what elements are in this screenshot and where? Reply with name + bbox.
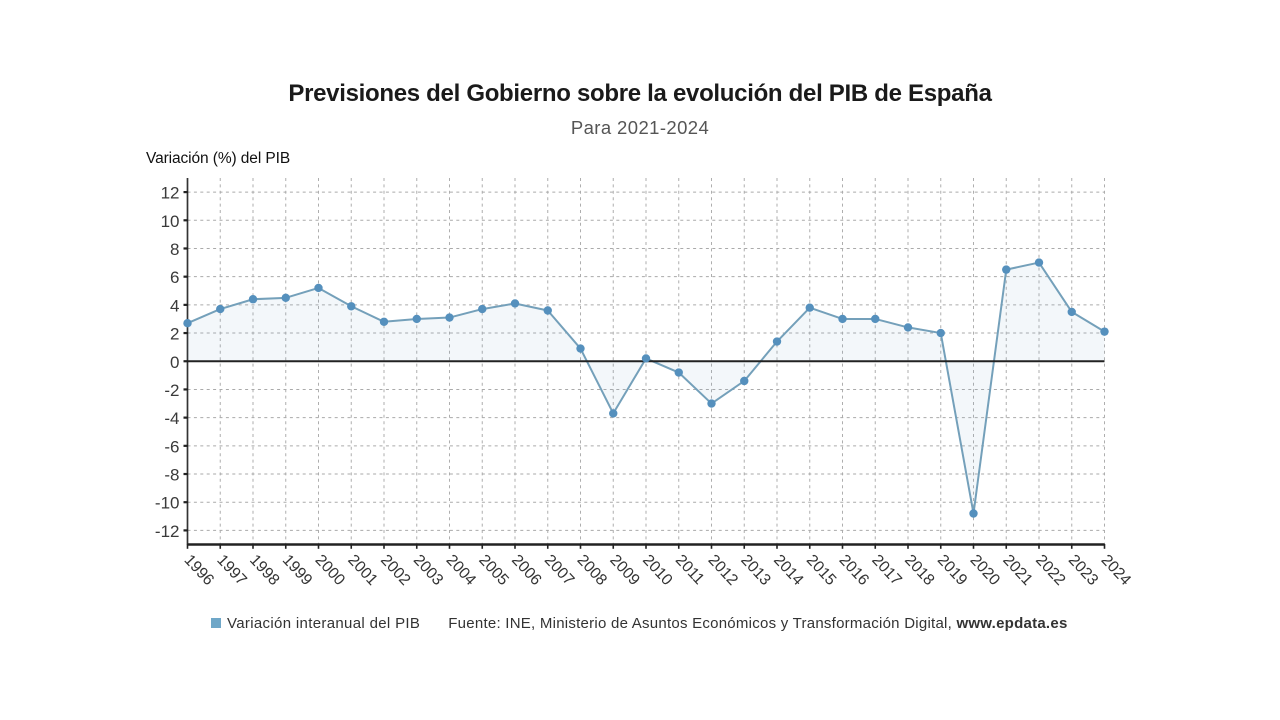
svg-text:2006: 2006 <box>508 552 545 589</box>
svg-text:2015: 2015 <box>803 552 840 589</box>
svg-text:2023: 2023 <box>1065 552 1102 589</box>
svg-text:2007: 2007 <box>541 552 577 589</box>
svg-text:1997: 1997 <box>213 552 249 589</box>
svg-text:2018: 2018 <box>901 552 938 589</box>
svg-text:10: 10 <box>161 212 180 231</box>
svg-text:2001: 2001 <box>344 552 381 589</box>
svg-text:-4: -4 <box>164 409 179 428</box>
svg-text:2003: 2003 <box>410 552 447 589</box>
svg-text:2020: 2020 <box>967 552 1004 589</box>
svg-text:2008: 2008 <box>574 552 611 589</box>
svg-text:2022: 2022 <box>1032 552 1068 589</box>
svg-text:-10: -10 <box>155 494 180 513</box>
svg-text:12: 12 <box>161 184 180 203</box>
svg-text:8: 8 <box>170 240 179 259</box>
svg-text:2024: 2024 <box>1098 552 1135 589</box>
svg-text:2005: 2005 <box>475 552 512 589</box>
svg-text:6: 6 <box>170 268 179 287</box>
svg-text:2021: 2021 <box>999 552 1036 589</box>
svg-text:2011: 2011 <box>672 552 708 589</box>
svg-text:2012: 2012 <box>705 552 741 589</box>
svg-text:2009: 2009 <box>606 552 643 589</box>
svg-text:2: 2 <box>170 325 179 344</box>
svg-text:2016: 2016 <box>836 552 873 589</box>
svg-text:4: 4 <box>170 296 179 315</box>
svg-text:-6: -6 <box>164 437 179 456</box>
svg-text:2017: 2017 <box>868 552 904 589</box>
svg-text:2013: 2013 <box>737 552 774 589</box>
svg-text:2002: 2002 <box>377 552 413 589</box>
svg-text:1998: 1998 <box>246 552 283 589</box>
svg-text:1996: 1996 <box>181 552 218 589</box>
svg-text:-8: -8 <box>164 466 179 485</box>
svg-text:2010: 2010 <box>639 552 676 589</box>
svg-text:2000: 2000 <box>312 552 349 589</box>
svg-text:-2: -2 <box>164 381 179 400</box>
svg-text:1999: 1999 <box>279 552 316 589</box>
svg-text:2019: 2019 <box>934 552 971 589</box>
svg-text:-12: -12 <box>155 522 180 541</box>
svg-text:2004: 2004 <box>443 552 480 589</box>
svg-text:2014: 2014 <box>770 552 807 589</box>
svg-text:0: 0 <box>170 353 179 372</box>
